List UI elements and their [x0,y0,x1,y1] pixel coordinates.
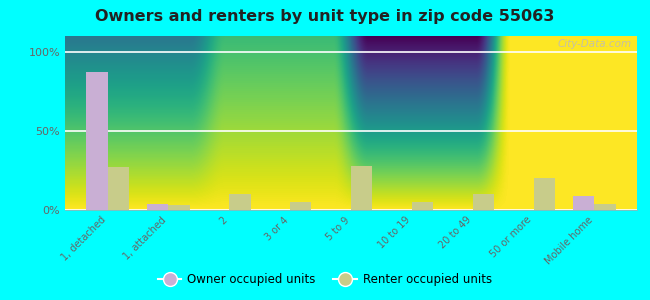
Bar [534,178,555,210]
Text: City-Data.com: City-Data.com [557,40,631,50]
Legend: Owner occupied units, Renter occupied units: Owner occupied units, Renter occupied un… [153,269,497,291]
Bar [573,196,594,210]
Bar [108,167,129,210]
Bar [86,72,108,210]
Bar [594,204,616,210]
Bar [290,202,311,210]
Bar [351,166,372,210]
Bar [412,202,433,210]
Bar [168,205,190,210]
Bar [147,204,168,210]
Bar [473,194,494,210]
Text: Owners and renters by unit type in zip code 55063: Owners and renters by unit type in zip c… [96,9,554,24]
Bar [229,194,251,210]
